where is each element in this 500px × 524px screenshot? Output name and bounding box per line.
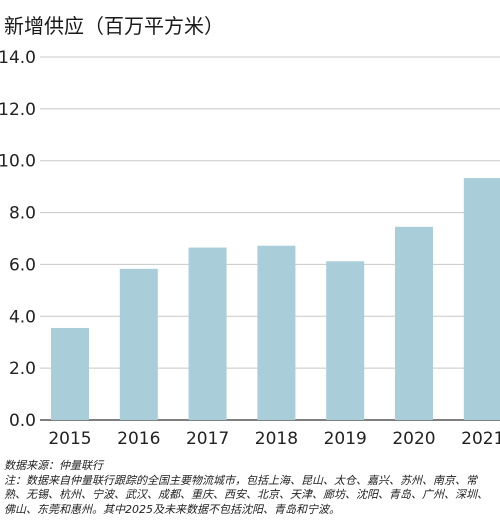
bar-2019 [326, 261, 365, 420]
bar-2015 [51, 327, 89, 420]
x-tick-label: 2017 [186, 429, 229, 449]
bar-2017 [188, 247, 227, 420]
chart-footer: 数据来源：仲量联行 注：数据来自仲量联行跟踪的全国主要物流城市，包括上海、昆山、… [4, 459, 498, 517]
x-tick-label: 2018 [255, 429, 298, 449]
y-tick-label: 8.0 [9, 204, 36, 224]
y-axis-ticks: 0.0 2.0 4.0 6.0 8.0 10.0 12.0 14.0 [0, 48, 36, 431]
source-note: 数据来源：仲量联行 [4, 459, 103, 472]
y-tick-label: 2.0 [9, 359, 36, 379]
y-tick-label: 14.0 [0, 48, 36, 68]
bar-2020 [395, 226, 433, 420]
x-tick-label: 2021 [461, 429, 500, 449]
x-tick-label: 2015 [48, 429, 91, 449]
x-tick-label: 2019 [324, 429, 367, 449]
bars [51, 178, 500, 420]
footnote: 注：数据来自仲量联行跟踪的全国主要物流城市，包括上海、昆山、太仓、嘉兴、苏州、南… [4, 473, 488, 516]
y-tick-label: 0.0 [9, 411, 36, 431]
y-tick-label: 6.0 [9, 255, 36, 275]
bar-2018 [257, 245, 296, 420]
bar-2021 [463, 178, 500, 420]
y-tick-label: 10.0 [0, 152, 36, 172]
chart-title: 新增供应（百万平方米） [4, 14, 224, 38]
x-tick-label: 2016 [117, 429, 160, 449]
bar-2016 [119, 268, 158, 420]
x-tick-label: 2020 [392, 429, 435, 449]
y-tick-label: 12.0 [0, 100, 36, 120]
x-axis-ticks: 2015 2016 2017 2018 2019 2020 2021 [48, 429, 500, 449]
y-tick-label: 4.0 [9, 307, 36, 327]
bar-chart: 0.0 2.0 4.0 6.0 8.0 10.0 12.0 14.0 2015 2016 2017… [0, 48, 500, 449]
